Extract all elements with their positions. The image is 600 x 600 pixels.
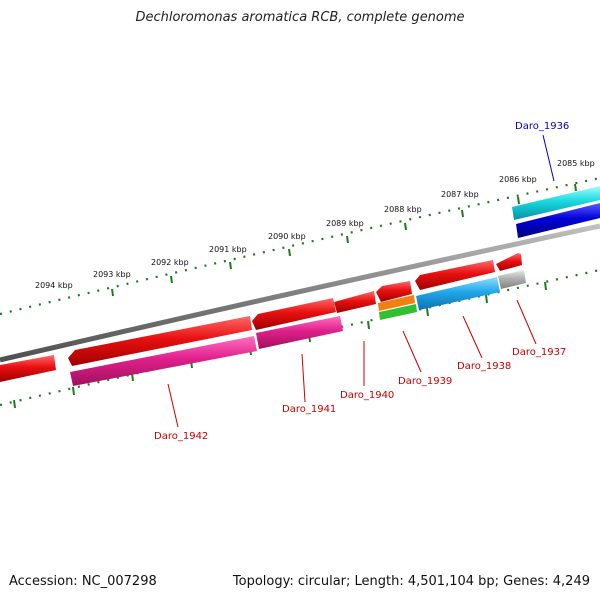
scale-tick-major [111,288,114,297]
scale-tick-major [170,275,173,284]
kbp-label: 2093 kbp [93,270,131,279]
leader-line-daro-1942 [167,383,179,428]
gene-feature-daro-1939-red[interactable] [376,281,412,302]
scale-tick-major [574,183,577,192]
scale-tick-major [288,248,291,257]
kbp-label: 2092 kbp [151,258,189,267]
leader-line-daro-1938 [462,315,483,359]
kbp-label: 2085 kbp [557,159,595,168]
gene-feature-daro-1941-red[interactable] [252,298,336,330]
gene-feature-daro-1941-magenta[interactable] [256,316,343,349]
gene-feature-daro-1936-cyan[interactable] [512,186,600,220]
gene-feature-daro-1937-gray[interactable] [498,270,526,289]
gene-feature-daro-1937-red[interactable] [496,253,522,271]
gene-label-daro-1941[interactable]: Daro_1941 [282,404,336,415]
kbp-label: 2094 kbp [35,281,73,290]
gene-feature-left-red[interactable] [0,355,56,382]
inner-scale-tick [485,294,488,304]
gene-feature-daro-1936-blue[interactable] [516,203,600,238]
map-title: Dechloromonas aromatica RCB, complete ge… [135,10,465,25]
gene-feature-daro-1938-sky[interactable] [416,277,500,310]
kbp-label: 2090 kbp [268,232,306,241]
inner-scale-tick [426,307,429,317]
gene-feature-daro-1939-orange[interactable] [378,295,415,311]
kbp-label: 2091 kbp [209,245,247,254]
scale-tick-major [461,209,464,218]
gene-feature-daro-1938-red[interactable] [415,260,495,290]
accession-text: Accession: NC_007298 [9,574,157,589]
gene-feature-daro-1940-red[interactable] [334,291,376,313]
scale-tick-major [404,222,407,231]
gene-feature-daro-1942-magenta[interactable] [70,336,257,386]
scale-tick-major [346,235,349,244]
leader-line-daro-1936 [542,134,555,182]
leader-line-daro-1939 [402,330,422,373]
inner-scale-tick [72,386,75,396]
gene-feature-daro-1942-red[interactable] [68,316,252,366]
leader-line-daro-1937 [516,299,537,345]
gene-label-daro-1938[interactable]: Daro_1938 [457,361,511,372]
genome-summary-text: Topology: circular; Length: 4,501,104 bp… [232,574,590,589]
gene-label-daro-1939[interactable]: Daro_1939 [398,376,452,387]
inner-scale-tick [544,281,547,291]
gene-label-daro-1936[interactable]: Daro_1936 [515,121,569,132]
kbp-label: 2087 kbp [441,190,479,199]
outer-scale-track [0,176,600,316]
gene-feature-daro-1939-green[interactable] [379,304,417,320]
gene-label-daro-1942[interactable]: Daro_1942 [154,431,208,442]
scale-tick-major [517,196,520,205]
inner-scale-tick [13,399,16,409]
genome-backbone [0,223,600,363]
gene-label-daro-1937[interactable]: Daro_1937 [512,347,566,358]
kbp-label: 2086 kbp [499,175,537,184]
scale-tick-major [229,261,232,270]
gene-label-daro-1940[interactable]: Daro_1940 [340,390,394,401]
inner-scale-tick [367,320,370,330]
kbp-label: 2088 kbp [384,205,422,214]
kbp-label: 2089 kbp [326,219,364,228]
kbp-labels: 2085 kbp 2086 kbp 2087 kbp 2088 kbp 2089… [35,159,595,290]
leader-line-daro-1941 [301,353,306,403]
